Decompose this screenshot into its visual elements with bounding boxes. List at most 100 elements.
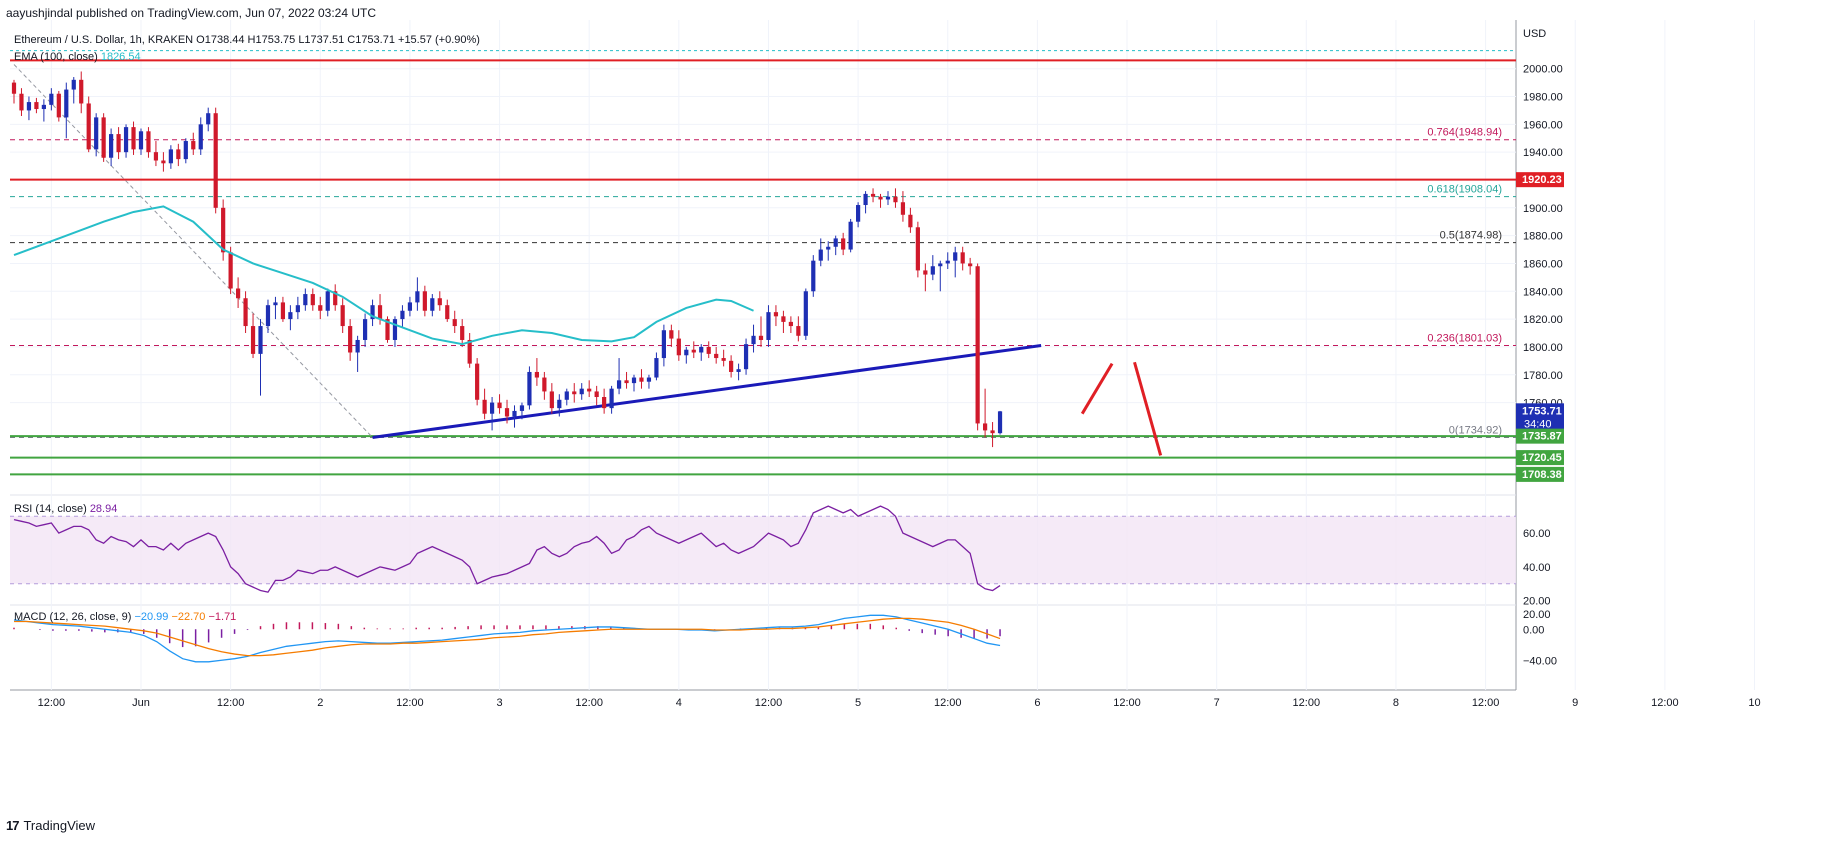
price-tick-label: 1840.00 <box>1523 286 1563 298</box>
candle-body <box>348 326 353 353</box>
horizontal-levels <box>10 50 1516 476</box>
price-tick-label: 1900.00 <box>1523 203 1563 215</box>
candle-body <box>460 326 465 340</box>
support-trendline <box>372 344 1042 439</box>
candle-body <box>736 369 741 372</box>
candle-body <box>206 113 211 125</box>
candle-body <box>781 316 786 322</box>
candle-body <box>788 321 793 327</box>
candle-body <box>960 252 965 264</box>
signal-line <box>14 617 1001 657</box>
candle-body <box>56 93 61 118</box>
macd-pane <box>13 614 1001 663</box>
candle-body <box>325 291 330 311</box>
candle-body <box>191 141 196 150</box>
candle-body <box>415 291 420 303</box>
candle-body <box>489 402 495 414</box>
candle-body <box>953 252 958 261</box>
candle-body <box>422 291 427 311</box>
candle-body <box>870 193 876 197</box>
candle-body <box>542 377 547 392</box>
candle-body <box>228 252 233 289</box>
price-tick-label: 1820.00 <box>1523 314 1563 326</box>
candle-body <box>699 346 704 353</box>
candle-body <box>437 298 442 306</box>
macd-line <box>13 614 1001 663</box>
drawing-lines <box>13 64 1163 456</box>
time-tick-label: 12:00 <box>396 697 424 709</box>
price-tick-label: 1780.00 <box>1523 370 1563 382</box>
candle-body <box>504 408 510 417</box>
candle-body <box>826 246 831 250</box>
candle-body <box>101 117 106 158</box>
candle-body <box>729 360 734 372</box>
candle-body <box>333 291 338 306</box>
candle-body <box>377 305 383 320</box>
candle-body <box>624 380 629 384</box>
candle-body <box>661 330 666 359</box>
candle-body <box>94 117 99 150</box>
candle-body <box>587 388 592 392</box>
candle-body <box>452 319 457 327</box>
candle-body <box>639 377 644 382</box>
candle-body <box>968 263 973 267</box>
candle-body <box>19 93 24 111</box>
candle-body <box>355 339 360 353</box>
candle-body <box>676 338 681 356</box>
candle-body <box>273 302 278 306</box>
time-tick-label: 12:00 <box>38 697 66 709</box>
candle-body <box>34 102 39 110</box>
candle-body <box>602 397 607 409</box>
price-tag <box>1516 428 1564 444</box>
candle-body <box>258 326 263 354</box>
tradingview-logo-icon: 17 <box>6 818 20 833</box>
candle-body <box>983 423 988 431</box>
price-axis: 2000.00 1980.00 1960.00 1940.00 1900.00 1880.… <box>1516 28 1564 667</box>
candle-body <box>706 346 711 354</box>
candle-body <box>475 363 480 400</box>
candle-body <box>243 298 248 327</box>
price-tag <box>1516 450 1564 466</box>
candle-body <box>930 266 935 275</box>
candle-body <box>318 305 323 311</box>
candle-body <box>841 238 846 250</box>
candle-body <box>743 344 749 370</box>
time-tick-label: 12:00 <box>755 697 783 709</box>
candle-body <box>183 141 188 160</box>
candle-body <box>527 371 532 406</box>
ema-line <box>13 205 754 346</box>
rsi-tick-label: 40.00 <box>1523 562 1551 574</box>
candle-body <box>721 358 726 361</box>
candle-body <box>41 104 46 110</box>
candle-body <box>250 326 256 354</box>
rsi-tick-label: 20.00 <box>1523 596 1551 608</box>
candle-body <box>86 103 91 150</box>
price-tick-label: 1880.00 <box>1523 231 1563 243</box>
fib-level-label: 0.236(1801.03) <box>1427 332 1502 344</box>
countdown-label: 34:40 <box>1524 418 1552 430</box>
candle-body <box>975 266 980 424</box>
candle-body <box>579 388 584 395</box>
time-tick-label: 12:00 <box>1472 697 1500 709</box>
price-tag-label: 1753.71 <box>1522 405 1562 417</box>
candle-body <box>153 152 159 161</box>
candle-body <box>915 227 920 271</box>
candle-body <box>609 388 614 409</box>
candle-body <box>669 330 674 339</box>
time-tick-label: 12:00 <box>1293 697 1321 709</box>
currency-label: USD <box>1523 28 1546 40</box>
candle-body <box>766 312 771 340</box>
legend-main: Ethereum / U.S. Dollar, 1h, KRAKEN O1738… <box>14 34 480 46</box>
footer-brand-name: TradingView <box>23 818 96 833</box>
candle-body <box>79 79 84 104</box>
footer-brand: 17 TradingView <box>6 818 95 833</box>
candle-body <box>796 326 801 336</box>
candle-body <box>856 205 861 222</box>
candle-body <box>938 263 943 267</box>
candle-body <box>116 134 121 153</box>
candle-body <box>280 302 286 320</box>
candle-body <box>818 249 823 261</box>
fib-level-label: 0(1734.92) <box>1449 424 1502 436</box>
candle-body <box>811 260 816 292</box>
